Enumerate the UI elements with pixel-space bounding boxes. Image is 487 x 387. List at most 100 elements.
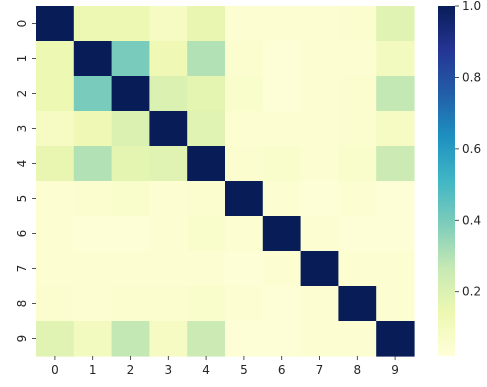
- heatmap-cell-3-5: [225, 111, 264, 147]
- heatmap-cell-1-5: [225, 41, 264, 77]
- heatmap-cell-1-4: [187, 41, 226, 77]
- x-tick-label: 1: [89, 363, 97, 377]
- heatmap-cell-2-8: [338, 76, 377, 112]
- heatmap-cell-3-1: [73, 111, 113, 147]
- y-tick-label: 9: [15, 335, 29, 343]
- heatmap-cell-3-3: [149, 111, 188, 147]
- heatmap-cell-8-4: [187, 286, 226, 322]
- heatmap-cell-9-9: [376, 321, 415, 357]
- heatmap-cell-9-8: [338, 321, 377, 357]
- y-tick-label: 4: [15, 160, 29, 168]
- heatmap-cell-4-2: [111, 146, 150, 182]
- colorbar-tick-label: 0.4: [462, 213, 481, 227]
- heatmap-cell-7-5: [225, 251, 264, 287]
- x-tick-label: 0: [51, 363, 59, 377]
- heatmap-cell-4-8: [338, 146, 377, 182]
- heatmap-cell-6-3: [149, 216, 188, 252]
- heatmap-cell-9-2: [111, 321, 150, 357]
- heatmap-cells: [36, 6, 415, 357]
- heatmap-cell-4-4: [187, 146, 226, 182]
- heatmap-cell-2-3: [149, 76, 188, 112]
- heatmap-cell-3-7: [300, 111, 339, 147]
- heatmap-cell-8-6: [262, 286, 302, 322]
- heatmap-cell-4-5: [225, 146, 264, 182]
- heatmap-cell-5-5: [225, 181, 264, 217]
- heatmap-cell-5-6: [262, 181, 302, 217]
- heatmap-cell-7-6: [262, 251, 302, 287]
- heatmap-cell-0-2: [111, 6, 150, 42]
- heatmap-cell-6-9: [376, 216, 415, 252]
- heatmap-cell-0-3: [149, 6, 188, 42]
- heatmap-cell-3-8: [338, 111, 377, 147]
- heatmap-cell-9-5: [225, 321, 264, 357]
- heatmap-cell-6-1: [73, 216, 113, 252]
- heatmap-cell-9-4: [187, 321, 226, 357]
- heatmap-cell-6-0: [36, 216, 75, 252]
- heatmap-cell-8-2: [111, 286, 150, 322]
- heatmap-cell-0-9: [376, 6, 415, 42]
- heatmap-cell-8-7: [300, 286, 339, 322]
- x-tick-label: 6: [278, 363, 286, 377]
- colorbar-tick-label: 0.2: [462, 285, 481, 299]
- heatmap-cell-4-1: [73, 146, 113, 182]
- heatmap-cell-1-1: [73, 41, 113, 77]
- x-tick-label: 9: [391, 363, 399, 377]
- heatmap-cell-3-0: [36, 111, 75, 147]
- heatmap-cell-4-3: [149, 146, 188, 182]
- heatmap-cell-2-4: [187, 76, 226, 112]
- x-tick-label: 5: [240, 363, 248, 377]
- heatmap-cell-9-7: [300, 321, 339, 357]
- y-tick-label: 1: [15, 55, 29, 63]
- heatmap-cell-6-2: [111, 216, 150, 252]
- heatmap-cell-7-2: [111, 251, 150, 287]
- heatmap-cell-0-7: [300, 6, 339, 42]
- x-tick-label: 7: [316, 363, 324, 377]
- y-tick-label: 8: [15, 300, 29, 308]
- heatmap-cell-8-8: [338, 286, 377, 322]
- heatmap-cell-6-5: [225, 216, 264, 252]
- heatmap-cell-5-9: [376, 181, 415, 217]
- heatmap-cell-9-0: [36, 321, 75, 357]
- heatmap-cell-9-3: [149, 321, 188, 357]
- heatmap-cell-0-6: [262, 6, 302, 42]
- heatmap-cell-6-7: [300, 216, 339, 252]
- heatmap-cell-5-4: [187, 181, 226, 217]
- x-tick-label: 4: [202, 363, 210, 377]
- y-tick-label: 2: [15, 90, 29, 98]
- heatmap-cell-2-1: [73, 76, 113, 112]
- heatmap-cell-5-8: [338, 181, 377, 217]
- heatmap-cell-2-0: [36, 76, 75, 112]
- heatmap-cell-7-3: [149, 251, 188, 287]
- y-tick-label: 5: [15, 195, 29, 203]
- x-tick-label: 2: [127, 363, 135, 377]
- colorbar-tick-label: 0.6: [462, 142, 481, 156]
- heatmap-cell-2-5: [225, 76, 264, 112]
- x-tick-label: 8: [353, 363, 361, 377]
- heatmap-cell-8-0: [36, 286, 75, 322]
- y-tick-label: 7: [15, 265, 29, 273]
- heatmap-cell-3-2: [111, 111, 150, 147]
- heatmap-cell-7-8: [338, 251, 377, 287]
- heatmap-cell-8-3: [149, 286, 188, 322]
- y-axis: 0 1 2 3 4 5 6 7 8 9: [15, 20, 36, 343]
- heatmap-cell-4-9: [376, 146, 415, 182]
- heatmap-cell-3-6: [262, 111, 302, 147]
- x-tick-label: 3: [164, 363, 172, 377]
- heatmap-cell-8-9: [376, 286, 415, 322]
- heatmap-cell-0-5: [225, 6, 264, 42]
- heatmap-cell-8-1: [73, 286, 113, 322]
- heatmap-cell-1-6: [262, 41, 302, 77]
- heatmap-cell-3-4: [187, 111, 226, 147]
- y-tick-label: 3: [15, 125, 29, 133]
- colorbar-gradient: [438, 6, 455, 356]
- y-tick-label: 6: [15, 230, 29, 238]
- heatmap-cell-5-7: [300, 181, 339, 217]
- heatmap-cell-0-8: [338, 6, 377, 42]
- heatmap-cell-4-0: [36, 146, 75, 182]
- heatmap-cell-5-2: [111, 181, 150, 217]
- heatmap-cell-6-6: [262, 216, 302, 252]
- heatmap-cell-0-0: [36, 6, 75, 42]
- heatmap-cell-1-9: [376, 41, 415, 77]
